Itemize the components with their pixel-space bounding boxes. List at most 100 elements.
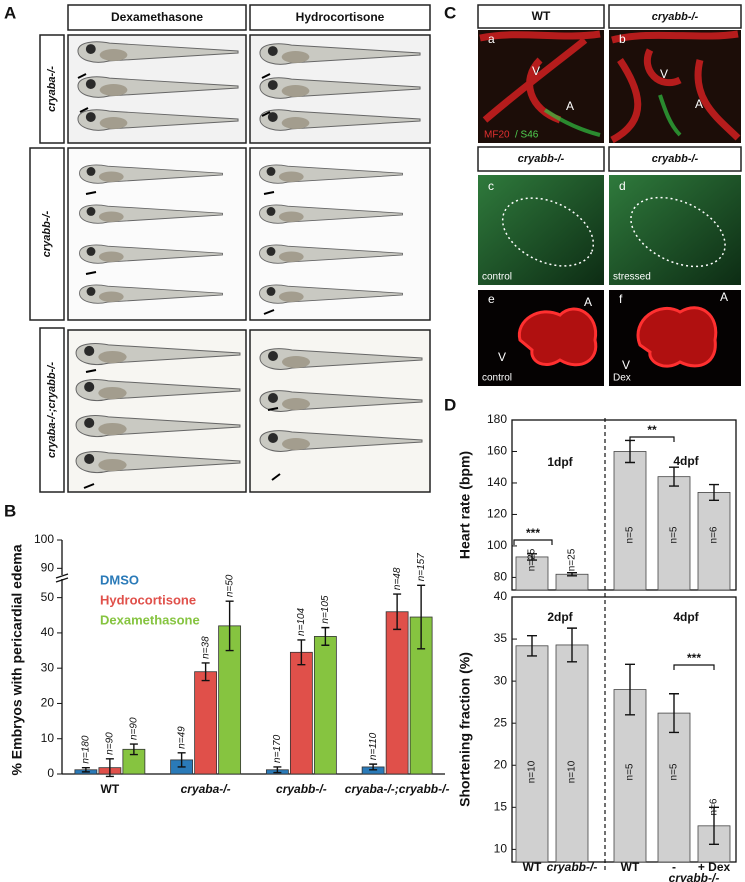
significance-label: ***	[526, 526, 540, 540]
panel-letter: D	[444, 395, 456, 414]
n-label: n=25	[527, 548, 538, 571]
x-tick-label: WT	[621, 860, 640, 874]
x-tick-label: + Dex	[698, 860, 731, 874]
error-bar	[81, 766, 90, 773]
y-axis-title: Shortening fraction (%)	[457, 652, 473, 807]
row-header-box	[477, 146, 605, 172]
image-label: A	[584, 295, 592, 309]
error-bar	[625, 663, 635, 716]
y-tick-label: 35	[494, 631, 508, 645]
image-label: A	[566, 99, 574, 113]
error-bar	[567, 627, 577, 663]
image-caption: control	[482, 373, 512, 384]
image-letter: d	[619, 179, 626, 193]
bar	[385, 611, 409, 775]
row-header-box	[39, 34, 65, 144]
y-tick-label: 10	[494, 842, 508, 856]
column-header-box	[477, 4, 605, 29]
y-axis-title: Heart rate (bpm)	[457, 451, 473, 559]
n-label: n=104	[296, 607, 307, 636]
row-header: cryaba-/-	[46, 66, 58, 112]
n-label: n=110	[368, 732, 379, 760]
y-tick-label: 0	[47, 766, 54, 780]
y-tick-label: 180	[487, 412, 507, 426]
column-header-box	[608, 4, 742, 29]
x-tick-label: WT	[523, 860, 542, 874]
bar	[697, 492, 731, 591]
image	[478, 30, 604, 143]
y-tick-label: 160	[487, 444, 507, 458]
error-bar	[527, 553, 537, 561]
y-tick-label: 100	[34, 532, 54, 546]
row-header: cryabb-/-	[652, 153, 699, 165]
error-bar	[273, 766, 282, 774]
n-label: n=180	[81, 735, 92, 764]
x-tick-label: cryabb-/-	[276, 782, 327, 796]
image-label: A	[695, 97, 703, 111]
y-tick-label: 25	[494, 715, 508, 729]
n-label: n=38	[200, 636, 211, 659]
column-header-box	[249, 4, 431, 31]
image-caption: Dex	[613, 373, 631, 384]
n-label: n=10	[567, 760, 578, 783]
image-label: V	[660, 67, 668, 81]
x-tick-label: cryaba-/-;cryabb-/-	[345, 782, 450, 796]
n-label: n=170	[272, 734, 283, 763]
n-label: n=5	[625, 763, 636, 780]
significance-bracket	[673, 664, 715, 670]
n-label: n=5	[669, 763, 680, 780]
significance-bracket	[513, 539, 553, 545]
image-label: V	[532, 64, 540, 78]
row-header: cryabb-/-	[41, 210, 53, 257]
y-axis-title: % Embryos with pericardial edema	[9, 544, 25, 775]
image	[609, 175, 741, 285]
y-tick-label: 50	[41, 590, 55, 604]
n-label: n=90	[105, 732, 116, 755]
significance-bracket	[629, 436, 675, 442]
stain-label: / S46	[515, 130, 539, 141]
x-group-label: cryabb-/-	[669, 871, 720, 882]
panel-c: WT cryabb-/- a V A MF20 / S46 b V A crya…	[477, 4, 742, 386]
y-tick-label: 80	[494, 570, 508, 584]
legend-label: DMSO	[100, 572, 139, 587]
column-header: WT	[532, 9, 551, 23]
y-tick-label: 10	[41, 731, 55, 745]
image-letter: f	[619, 292, 623, 306]
bar	[555, 644, 589, 863]
legend-label: Dexamethasone	[100, 612, 200, 627]
bar	[313, 636, 337, 775]
image-letter: b	[619, 32, 626, 46]
error-bar	[567, 571, 577, 577]
row-header: cryabb-/-	[518, 153, 565, 165]
y-tick-label: 40	[494, 589, 508, 603]
image	[478, 175, 604, 285]
axis-break	[55, 573, 69, 583]
image-caption: stressed	[613, 272, 651, 283]
panel-letter: C	[444, 3, 456, 22]
n-label: n=90	[129, 717, 140, 740]
x-tick-label: -	[672, 860, 676, 874]
y-tick-label: 40	[41, 625, 55, 639]
error-bar	[709, 806, 719, 846]
panel-a: Dexamethasone Hydrocortisone cryaba-/- c…	[29, 4, 431, 493]
group-label: 2dpf	[547, 610, 573, 624]
n-label: n=6	[709, 526, 720, 543]
panel-letter: B	[4, 501, 16, 520]
n-label: n=5	[669, 526, 680, 543]
y-tick-label: 90	[41, 561, 55, 575]
error-bar	[669, 466, 679, 487]
y-tick-label: 15	[494, 799, 508, 813]
error-bar	[709, 483, 719, 501]
n-label: n=50	[224, 574, 235, 597]
group-label: 1dpf	[547, 455, 573, 469]
n-label: n=25	[567, 548, 578, 571]
column-header-box	[67, 4, 247, 31]
bar	[613, 689, 647, 863]
image-caption: control	[482, 272, 512, 283]
error-bar	[393, 593, 402, 631]
y-tick-label: 120	[487, 507, 507, 521]
arrows	[77, 73, 281, 489]
error-bar	[669, 693, 679, 734]
error-bar	[225, 600, 234, 652]
